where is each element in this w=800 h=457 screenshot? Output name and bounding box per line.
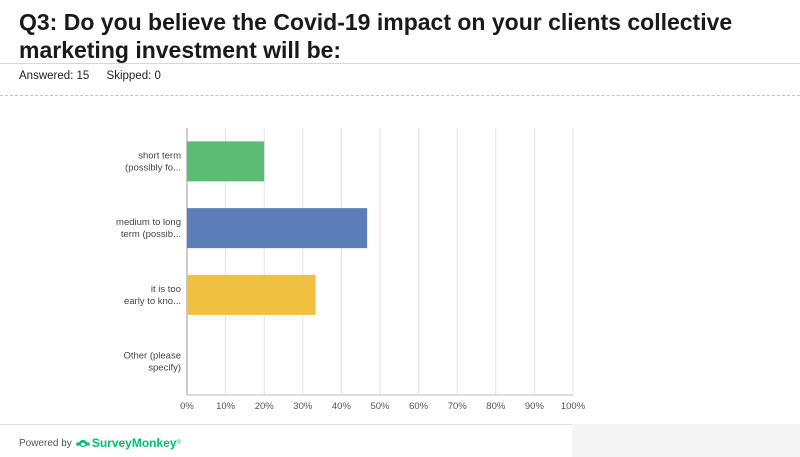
surveymonkey-logo[interactable]: SurveyMonkey ® — [76, 436, 181, 450]
x-tick-label: 40% — [332, 401, 352, 412]
x-tick-label: 10% — [216, 401, 236, 412]
x-tick-label: 20% — [255, 401, 275, 412]
powered-by-footer: Powered by SurveyMonkey ® — [19, 436, 181, 450]
category-label: medium to long — [116, 217, 181, 228]
surveymonkey-icon — [76, 439, 90, 448]
category-label: (possibly fo... — [125, 162, 181, 173]
category-label: early to kno... — [124, 296, 181, 307]
category-label: specify) — [148, 363, 181, 374]
bar[interactable] — [187, 141, 265, 182]
footer-panel — [572, 424, 800, 457]
question-title: Q3: Do you believe the Covid-19 impact o… — [19, 9, 733, 63]
x-tick-label: 30% — [293, 401, 313, 412]
x-tick-label: 90% — [525, 401, 545, 412]
x-tick-label: 80% — [486, 401, 506, 412]
x-tick-label: 70% — [448, 401, 468, 412]
x-tick-label: 50% — [370, 401, 390, 412]
x-tick-label: 0% — [180, 401, 194, 412]
answered-count: Answered: 15 — [19, 70, 90, 82]
category-label: it is too — [151, 284, 181, 295]
category-label: short term — [138, 150, 181, 161]
x-tick-label: 60% — [409, 401, 429, 412]
bar[interactable] — [187, 208, 368, 249]
header-divider — [0, 63, 800, 64]
chart-bars — [187, 141, 368, 315]
chart-x-ticks: 0% 10% 20% 30% 40% 50% 60% 70% 80% 90% 100% — [180, 401, 586, 412]
footer-divider — [0, 424, 800, 425]
powered-by-text: Powered by — [19, 437, 72, 449]
bar-chart: short term(possibly fo... medium to longt… — [116, 128, 586, 412]
brand-name: SurveyMonkey — [91, 436, 177, 450]
category-label: Other (please — [123, 351, 181, 362]
x-tick-label: 100% — [561, 401, 586, 412]
chart-category-labels: short term(possibly fo... medium to longt… — [116, 150, 181, 373]
skipped-count: Skipped: 0 — [106, 70, 161, 82]
bar[interactable] — [187, 274, 316, 315]
response-stats: Answered: 15 Skipped: 0 — [19, 70, 161, 82]
category-label: term (possib... — [121, 229, 181, 240]
section-divider — [0, 95, 800, 96]
